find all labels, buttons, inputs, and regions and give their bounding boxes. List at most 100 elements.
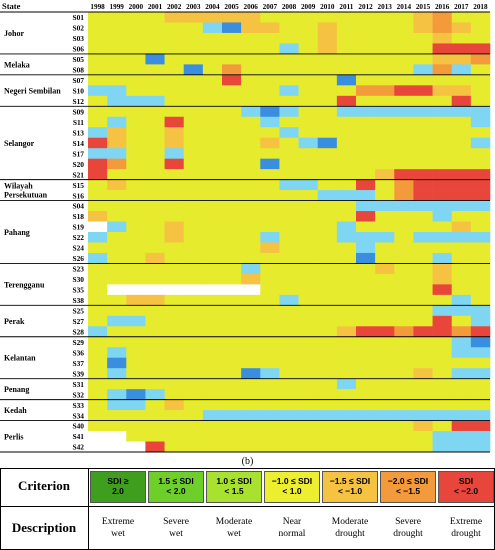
heatmap-cell bbox=[394, 22, 414, 34]
heatmap-cell bbox=[241, 74, 261, 86]
station-label: S30 bbox=[72, 275, 84, 284]
heatmap-cell bbox=[202, 32, 223, 44]
year-label: 2017 bbox=[454, 3, 469, 11]
heatmap-cell bbox=[164, 169, 185, 180]
year-label: 2000 bbox=[129, 3, 144, 11]
heatmap-cell bbox=[375, 441, 395, 453]
heatmap-cell bbox=[298, 294, 319, 306]
heatmap-cell bbox=[451, 32, 472, 44]
heatmap-cell bbox=[279, 53, 299, 65]
heatmap-cell bbox=[432, 106, 453, 118]
heatmap-cell bbox=[432, 420, 453, 432]
station-label: S39 bbox=[72, 369, 84, 378]
station-label: S03 bbox=[72, 34, 84, 43]
heatmap-cell bbox=[451, 211, 472, 222]
heatmap-cell bbox=[279, 326, 299, 338]
heatmap-cell bbox=[126, 127, 146, 139]
heatmap-cell bbox=[375, 22, 395, 34]
heatmap-cell bbox=[202, 305, 223, 317]
heatmap-cell bbox=[451, 389, 472, 400]
heatmap-cell bbox=[183, 326, 204, 338]
heatmap-cell bbox=[183, 431, 204, 442]
heatmap-cell bbox=[88, 200, 108, 212]
heatmap-cell bbox=[88, 315, 108, 327]
heatmap-cell bbox=[126, 431, 146, 442]
heatmap-cell bbox=[432, 368, 453, 379]
heatmap-cell bbox=[451, 326, 472, 338]
heatmap-cell bbox=[470, 74, 491, 86]
heatmap-cell bbox=[298, 53, 319, 65]
heatmap-cell bbox=[241, 294, 261, 306]
heatmap-cell bbox=[317, 158, 338, 170]
heatmap-cell bbox=[260, 410, 280, 421]
heatmap-cell bbox=[88, 190, 108, 201]
heatmap-cell bbox=[88, 273, 108, 285]
heatmap-cell bbox=[202, 315, 223, 327]
station-label: S13 bbox=[72, 128, 84, 137]
heatmap-cell bbox=[317, 284, 338, 296]
heatmap-cell bbox=[164, 315, 185, 327]
heatmap-cell bbox=[375, 127, 395, 139]
heatmap-cell bbox=[202, 242, 223, 254]
heatmap-cell bbox=[183, 200, 204, 212]
heatmap-cell bbox=[298, 357, 319, 369]
heatmap-cell bbox=[432, 221, 453, 233]
heatmap-cell bbox=[164, 368, 185, 379]
heatmap-cell bbox=[88, 378, 108, 390]
heatmap-cell bbox=[451, 399, 472, 411]
heatmap-cell bbox=[317, 106, 338, 118]
state-label: Persekutuan bbox=[4, 191, 48, 200]
heatmap-cell bbox=[107, 200, 127, 212]
legend-box-extreme-wet: SDI ≥ 2.0 bbox=[90, 471, 146, 503]
heatmap-cell bbox=[470, 221, 491, 233]
heatmap-cell bbox=[183, 116, 204, 128]
heatmap-cell bbox=[145, 179, 165, 191]
heatmap-cell bbox=[470, 22, 491, 34]
heatmap-cell bbox=[413, 347, 433, 359]
heatmap-cell bbox=[336, 74, 357, 86]
heatmap-cell bbox=[413, 221, 433, 233]
heatmap-cell bbox=[145, 389, 165, 400]
heatmap-cell bbox=[413, 190, 433, 201]
heatmap-cell bbox=[470, 179, 491, 191]
heatmap-cell bbox=[260, 378, 280, 390]
heatmap-cell bbox=[451, 441, 472, 453]
heatmap-cell bbox=[88, 252, 108, 264]
heatmap-cell bbox=[317, 242, 338, 254]
heatmap-cell bbox=[432, 211, 453, 222]
heatmap-cell bbox=[470, 106, 491, 118]
heatmap-cell bbox=[279, 32, 299, 44]
heatmap-cell bbox=[394, 85, 414, 97]
heatmap-cell bbox=[222, 190, 242, 201]
heatmap-cell bbox=[145, 441, 165, 453]
heatmap-cell bbox=[260, 85, 280, 97]
heatmap-cell bbox=[107, 252, 127, 264]
heatmap-cell bbox=[164, 137, 185, 149]
station-label: S21 bbox=[72, 170, 84, 179]
heatmap-cell bbox=[451, 242, 472, 254]
heatmap-cell bbox=[260, 106, 280, 118]
heatmap-cell bbox=[451, 305, 472, 317]
heatmap-cell bbox=[298, 378, 319, 390]
heatmap-cell bbox=[260, 242, 280, 254]
heatmap-cell bbox=[164, 64, 185, 76]
heatmap-cell bbox=[126, 85, 146, 97]
heatmap-cell bbox=[298, 305, 319, 317]
heatmap-cell bbox=[451, 221, 472, 233]
heatmap-cell bbox=[375, 232, 395, 243]
heatmap-cell bbox=[88, 420, 108, 432]
heatmap-cell bbox=[107, 315, 127, 327]
heatmap-cell bbox=[375, 368, 395, 379]
heatmap-cell bbox=[260, 22, 280, 34]
year-label: 2007 bbox=[263, 3, 278, 11]
heatmap-cell bbox=[222, 420, 242, 432]
heatmap-cell bbox=[222, 169, 242, 180]
heatmap-cell bbox=[107, 22, 127, 34]
heatmap-cell bbox=[317, 420, 338, 432]
heatmap-cell bbox=[394, 420, 414, 432]
heatmap-cell bbox=[88, 85, 108, 97]
station-label: S33 bbox=[72, 401, 84, 410]
heatmap-cell bbox=[241, 95, 261, 107]
heatmap-cell bbox=[317, 252, 338, 264]
heatmap-cell bbox=[413, 336, 433, 348]
